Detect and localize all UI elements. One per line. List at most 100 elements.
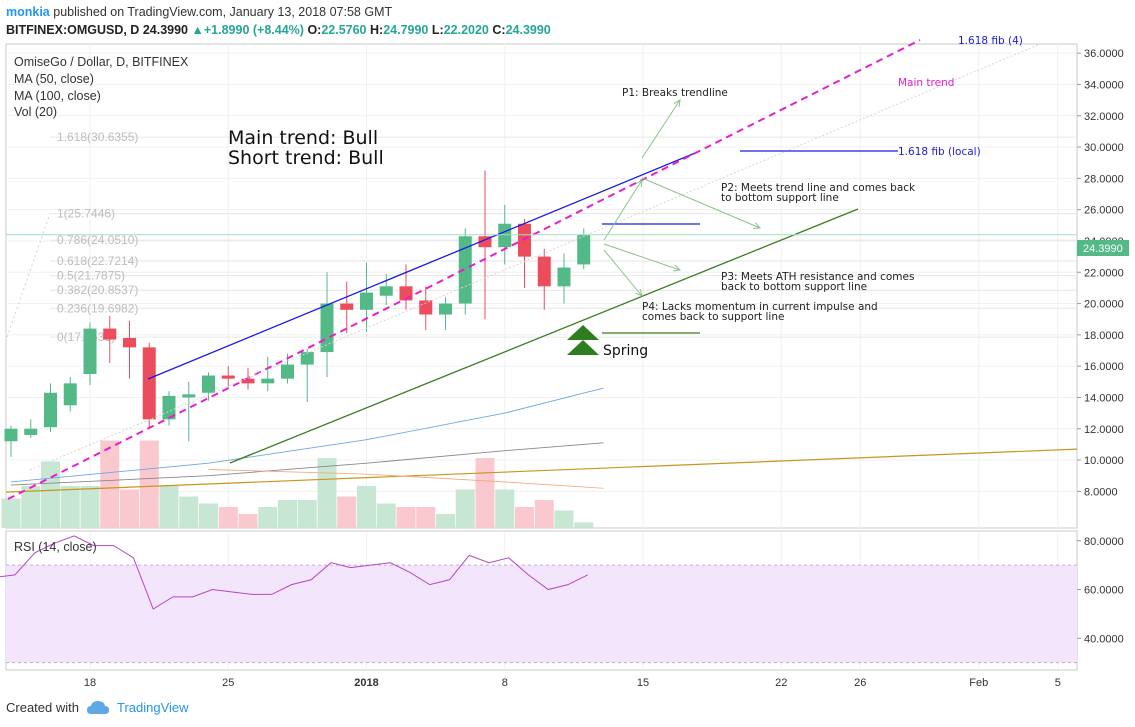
vol-ma-line (208, 469, 604, 489)
author-name[interactable]: monkia (6, 5, 50, 19)
axes: 36.0000 34.0000 32.0000 30.0000 28.0000 26.00… (84, 48, 1124, 689)
projection-arrow-head (635, 289, 643, 297)
volume-bar (297, 500, 317, 528)
publish-header: monkia published on TradingView.com, Jan… (6, 3, 392, 21)
x-tick-label: 26 (854, 677, 866, 689)
volume-bar (80, 486, 100, 528)
y-tick-label: 20.0000 (1084, 299, 1124, 311)
fib-top-label: 1.618 fib (4) (958, 35, 1023, 47)
y-tick-label: 36.0000 (1084, 48, 1124, 60)
y-tick-label: 14.0000 (1084, 392, 1124, 404)
volume-bar (159, 486, 179, 528)
spring-triangle-top (567, 325, 599, 340)
y-tick-label: 32.0000 (1084, 111, 1124, 123)
ma-long-line (5, 448, 1078, 493)
volume-bar (554, 510, 574, 528)
candle-up (281, 364, 294, 379)
ohlc-header: BITFINEX:OMGUSD, D 24.3990 ▲+1.8990 (+8.… (6, 23, 551, 37)
candle-down (478, 236, 492, 248)
volume-bar (455, 489, 475, 528)
fib-level-label: 1(25.7446) (57, 207, 115, 221)
tradingview-link[interactable]: TradingView (116, 700, 189, 715)
ma100-line (10, 442, 604, 486)
x-tick-label: 5 (1055, 677, 1061, 689)
open-value: 22.5760 (321, 23, 367, 37)
candle-up (63, 383, 77, 406)
footer: Created with TradingView (6, 700, 189, 715)
candle-up (360, 292, 373, 310)
projection-arrow-head (635, 179, 643, 188)
candle-up (24, 428, 38, 436)
fib-local-label: 1.618 fib (local) (898, 146, 981, 158)
created-with-label: Created with (6, 700, 79, 715)
volume-bar (574, 522, 594, 528)
y-tick-label: 12.0000 (1084, 424, 1124, 436)
volume-bar (357, 486, 376, 528)
last-price: 24.3990 (142, 23, 189, 37)
candle-up (379, 286, 393, 296)
volume-bar (396, 507, 416, 528)
volume-bar (179, 496, 199, 528)
candle-up (458, 236, 472, 304)
fib-level-label: 0.618(22.7214) (57, 254, 138, 268)
last-price-tag (1077, 240, 1129, 256)
fib-extension-line (29, 43, 1041, 471)
candle-down (537, 256, 551, 287)
candle-up (557, 267, 571, 287)
volume-bar (199, 503, 218, 528)
x-tick-label: 15 (637, 677, 649, 689)
fib-level-label: 0.382(20.8537) (57, 283, 138, 297)
volume-bar (436, 514, 455, 528)
up-arrow-icon: ▲ (191, 23, 204, 37)
volume-bar (317, 458, 337, 528)
projection-arrow-head (673, 99, 681, 108)
candle-up (83, 328, 97, 374)
candle-up (202, 375, 215, 393)
projection-arrow-head (672, 264, 682, 272)
volume-bar (1, 498, 21, 528)
fib-level-label: 1.618(30.6355) (57, 130, 138, 144)
main-trend-label: Main trend (898, 77, 954, 89)
volume-bars (1, 440, 594, 528)
candle-up (320, 303, 334, 353)
y-tick-label: 34.0000 (1084, 79, 1124, 91)
y-tick-label: 26.0000 (1084, 205, 1124, 217)
volume-bar (515, 507, 534, 528)
y-tick-label: 18.0000 (1084, 330, 1124, 342)
volume-bar (337, 496, 357, 528)
y-tick-label: 22.0000 (1084, 267, 1124, 279)
volume-bar (120, 489, 139, 528)
rsi-band (6, 565, 1077, 663)
price-chart[interactable]: 1.618(30.6355) 1(25.7446) 0.786(24.0510) 0.… (0, 0, 1135, 700)
candle-up (439, 303, 452, 315)
legend-title: OmiseGo / Dollar, D, BITFINEX (14, 55, 189, 69)
volume-bar (100, 440, 120, 528)
y-tick-label: 10.0000 (1084, 455, 1124, 467)
high-value: 24.7990 (383, 23, 429, 37)
x-tick-label: 22 (775, 677, 787, 689)
x-tick-label: 25 (222, 677, 234, 689)
volume-bar (416, 507, 436, 528)
candles (4, 170, 591, 457)
candle-down (340, 303, 354, 310)
projection-arrow (603, 179, 643, 241)
legend-ma100: MA (100, close) (14, 89, 101, 103)
candle-up (300, 352, 314, 365)
projection-arrow (603, 249, 643, 297)
low-value: 22.2020 (443, 23, 489, 37)
legend-ma50: MA (50, close) (14, 72, 94, 86)
short-trend-note: Short trend: Bull (228, 147, 384, 169)
p4-note-line2: comes back to support line (642, 311, 784, 323)
projection-arrow (641, 177, 761, 229)
candle-down (221, 375, 235, 379)
p2-note-line2: to bottom support line (721, 192, 839, 204)
volume-bar (60, 486, 80, 528)
p3-note-line1: P3: Meets ATH resistance and comes (721, 271, 914, 283)
symbol-label: BITFINEX:OMGUSD, D (6, 23, 140, 37)
rsi-tick-label: 80.0000 (1084, 536, 1124, 548)
candle-up (498, 223, 512, 248)
volume-bar (41, 461, 60, 528)
spring-triangle-bottom (567, 340, 599, 355)
p3-note-line2: back to bottom support line (721, 281, 867, 293)
candle-up (4, 428, 18, 442)
